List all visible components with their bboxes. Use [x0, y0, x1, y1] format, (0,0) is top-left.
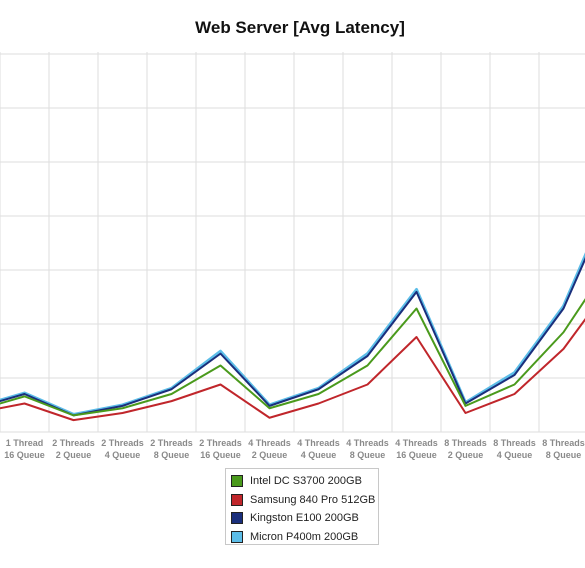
- legend-label: Kingston E100 200GB: [250, 512, 359, 525]
- legend-item: Micron P400m 200GB: [231, 528, 378, 547]
- x-tick-label: 4 Threads 8 Queue: [346, 438, 389, 460]
- x-tick-label: 8 Threads 4 Queue: [493, 438, 536, 460]
- legend-label: Intel DC S3700 200GB: [250, 475, 362, 488]
- legend-swatch: [231, 475, 243, 488]
- legend-swatch: [231, 530, 243, 543]
- x-tick-label: 8 Threads 8 Queue: [542, 438, 585, 460]
- x-tick-label: 8 Threads 2 Queue: [444, 438, 487, 460]
- legend-swatch: [231, 512, 243, 525]
- x-tick-label: 4 Threads 2 Queue: [248, 438, 291, 460]
- legend-item: Intel DC S3700 200GB: [231, 472, 378, 491]
- series-lines: [0, 252, 585, 422]
- grid: [0, 52, 585, 433]
- x-tick-label: 1 Thread 16 Queue: [4, 438, 45, 460]
- legend-label: Micron P400m 200GB: [250, 530, 359, 543]
- legend-label: Samsung 840 Pro 512GB: [250, 493, 376, 506]
- legend-item: Kingston E100 200GB: [231, 509, 378, 528]
- legend: Intel DC S3700 200GB Samsung 840 Pro 512G…: [225, 468, 379, 545]
- x-tick-label: 2 Threads 16 Queue: [199, 438, 242, 460]
- series-line-samsung-840-pro-512gb: [0, 318, 585, 422]
- legend-swatch: [231, 493, 243, 506]
- x-tick-label: 4 Threads 4 Queue: [297, 438, 340, 460]
- x-tick-label: 4 Threads 16 Queue: [395, 438, 438, 460]
- x-tick-label: 2 Threads 8 Queue: [150, 438, 193, 460]
- legend-item: Samsung 840 Pro 512GB: [231, 491, 378, 510]
- series-line-intel-dc-s3700-200gb: [0, 298, 585, 417]
- x-tick-label: 2 Threads 4 Queue: [101, 438, 144, 460]
- series-line-kingston-e100-200gb: [0, 257, 585, 417]
- series-line-micron-p400m-200gb: [0, 252, 585, 416]
- x-tick-label: 2 Threads 2 Queue: [52, 438, 95, 460]
- chart-title: Web Server [Avg Latency]: [195, 18, 405, 37]
